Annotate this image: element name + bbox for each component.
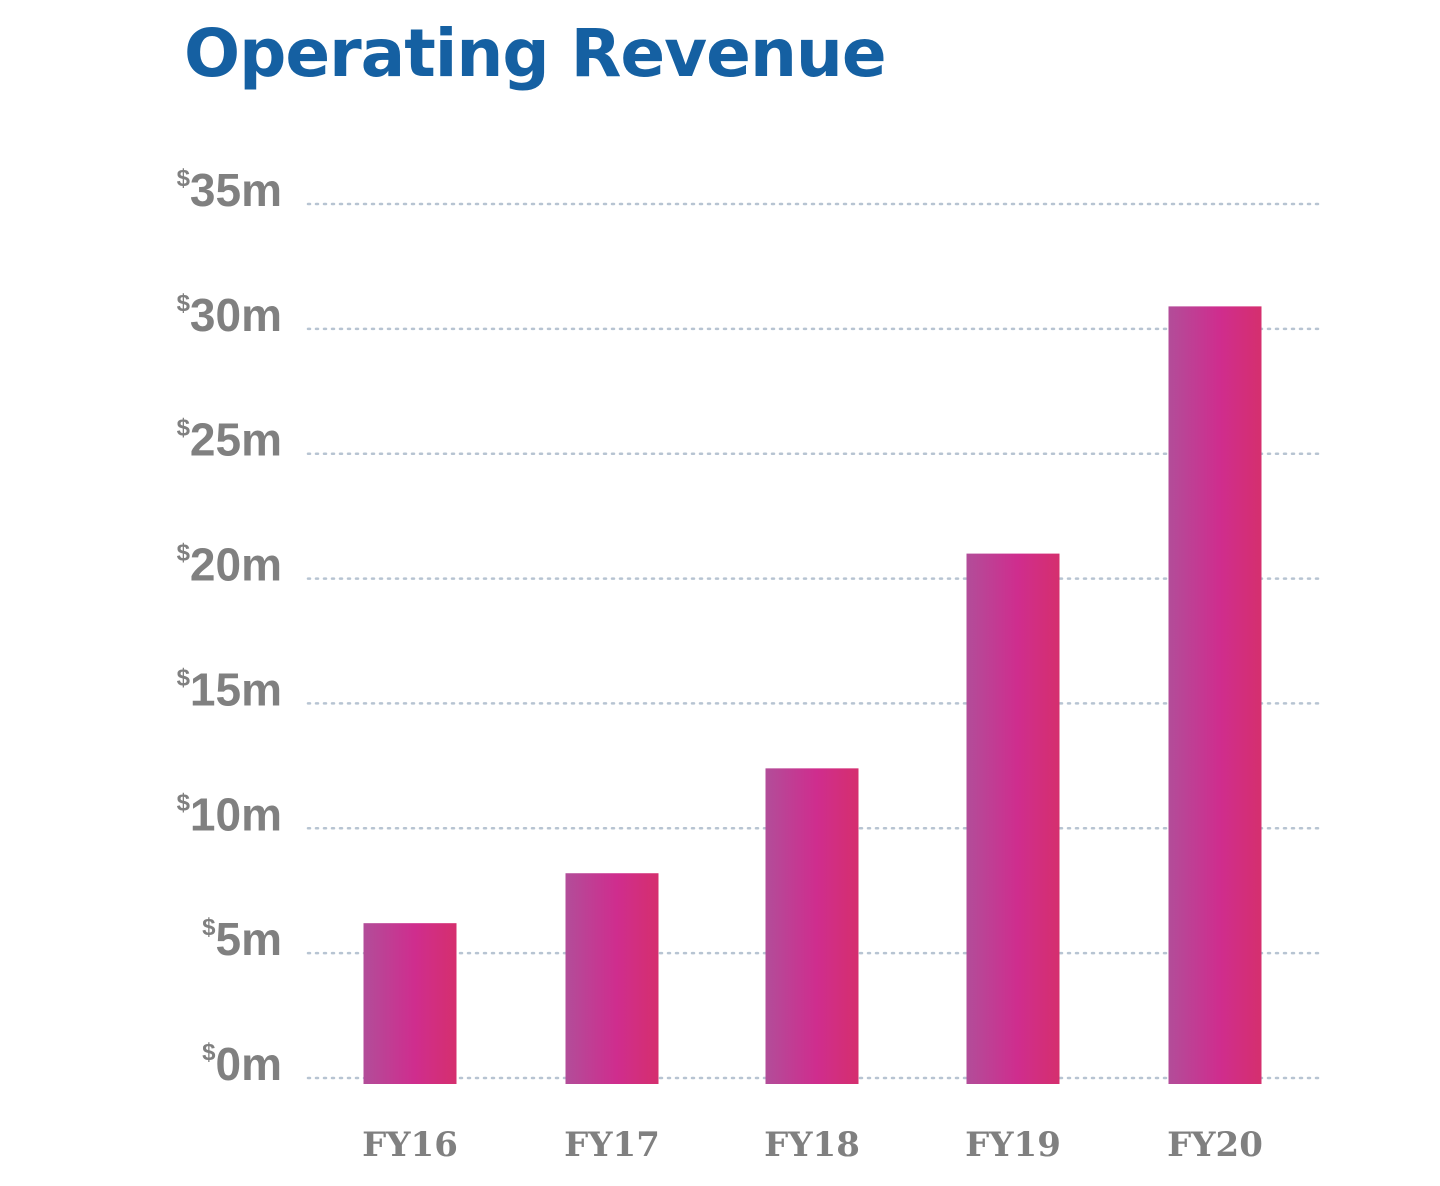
y-tick-label: $25m [177, 414, 282, 466]
bar-fy18 [765, 768, 859, 1084]
y-tick-currency: $ [177, 664, 191, 691]
x-axis-tick-labels: FY16 FY17 FY18 FY19 FY20 [362, 1125, 1263, 1165]
x-tick-label: FY19 [965, 1125, 1061, 1165]
y-tick-currency: $ [177, 415, 191, 442]
y-tick-currency: $ [202, 1039, 216, 1066]
bar-fy17 [565, 873, 659, 1084]
bar-fy20 [1168, 306, 1262, 1085]
bar-fy16 [363, 923, 457, 1084]
chart-title: Operating Revenue [184, 15, 887, 92]
bar-fy19 [966, 553, 1060, 1084]
y-tick-value: 20m [190, 539, 282, 591]
y-tick-label: $30m [177, 289, 282, 341]
y-tick-value: 10m [190, 788, 282, 840]
x-tick-label: FY18 [764, 1125, 860, 1165]
x-tick-label: FY16 [362, 1125, 458, 1165]
y-tick-value: 0m [216, 1038, 282, 1090]
y-tick-value: 5m [216, 913, 282, 965]
x-tick-label: FY17 [564, 1125, 660, 1165]
y-tick-value: 15m [190, 663, 282, 715]
y-tick-label: $15m [177, 663, 282, 715]
x-tick-label: FY20 [1167, 1125, 1263, 1165]
y-axis-tick-labels: $0m$5m$10m$15m$20m$25m$30m$35m [177, 164, 282, 1090]
y-tick-label: $5m [202, 913, 282, 965]
y-tick-value: 25m [190, 414, 282, 466]
y-tick-value: 35m [190, 164, 282, 216]
y-tick-currency: $ [177, 540, 191, 567]
y-tick-label: $35m [177, 164, 282, 216]
bars [363, 306, 1262, 1085]
y-tick-currency: $ [177, 165, 191, 192]
y-tick-label: $10m [177, 788, 282, 840]
y-tick-currency: $ [177, 789, 191, 816]
y-tick-currency: $ [177, 290, 191, 317]
y-tick-label: $20m [177, 539, 282, 591]
y-tick-value: 30m [190, 289, 282, 341]
y-tick-label: $0m [202, 1038, 282, 1090]
y-tick-currency: $ [202, 914, 216, 941]
